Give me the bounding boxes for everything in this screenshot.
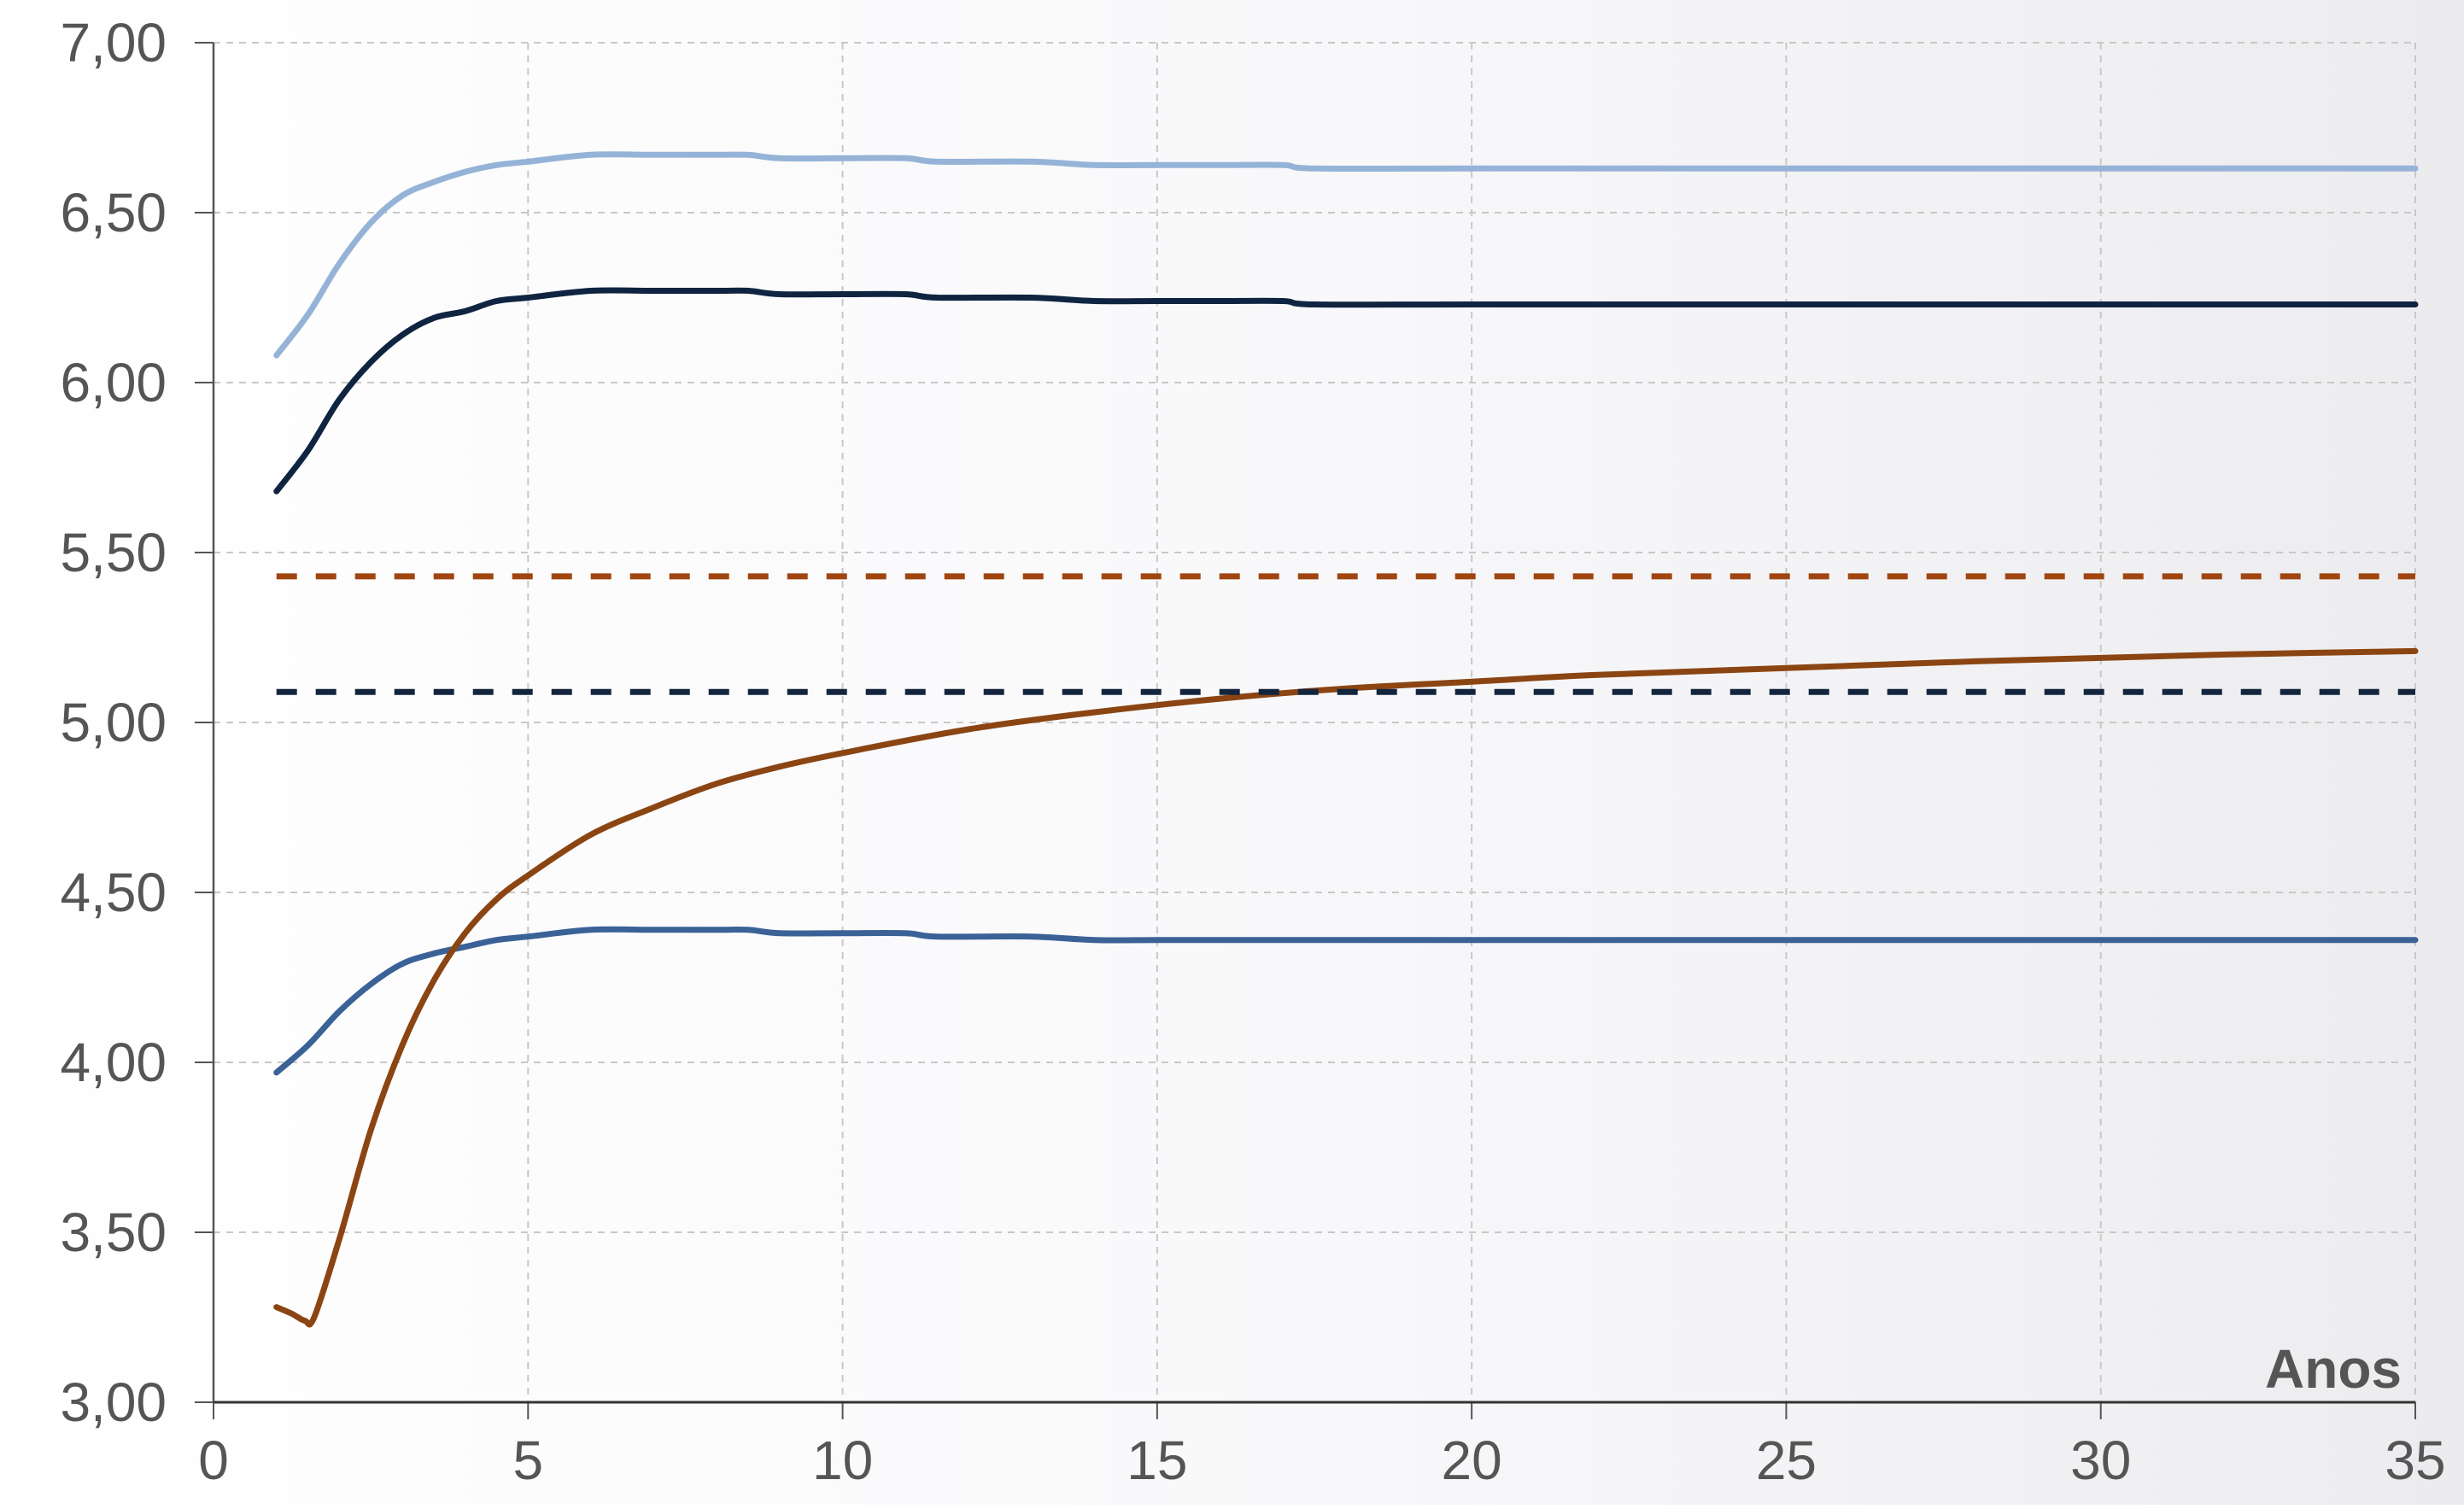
series-layer bbox=[273, 151, 2419, 1328]
x-tick-label: 20 bbox=[1442, 1430, 1502, 1491]
series-line-1 bbox=[273, 151, 2419, 359]
y-tick-label: 6,50 bbox=[60, 182, 167, 243]
series-line-3 bbox=[273, 926, 2419, 1076]
x-tick-label: 10 bbox=[812, 1430, 873, 1491]
x-tick-label: 30 bbox=[2070, 1430, 2131, 1491]
x-tick-label: 0 bbox=[198, 1430, 229, 1491]
grid-layer bbox=[214, 42, 2416, 1402]
axis-layer bbox=[195, 42, 2416, 1419]
x-tick-label: 25 bbox=[1756, 1430, 1817, 1491]
series-line-2 bbox=[273, 287, 2419, 494]
y-tick-label: 3,00 bbox=[60, 1372, 167, 1433]
x-tick-label: 15 bbox=[1127, 1430, 1187, 1491]
y-tick-label: 7,00 bbox=[60, 12, 167, 73]
y-tick-label: 3,50 bbox=[60, 1202, 167, 1263]
x-tick-label: 5 bbox=[512, 1430, 543, 1491]
series-line-4 bbox=[273, 647, 2419, 1328]
y-tick-label: 4,00 bbox=[60, 1032, 167, 1093]
y-tick-label: 5,00 bbox=[60, 692, 167, 753]
x-axis-title: Anos bbox=[2265, 1338, 2402, 1400]
y-tick-label: 4,50 bbox=[60, 862, 167, 923]
x-tick-label: 35 bbox=[2385, 1430, 2445, 1491]
y-tick-label: 6,00 bbox=[60, 352, 167, 413]
y-tick-label: 5,50 bbox=[60, 522, 167, 583]
label-layer: Anos 3,00 3,50 4,00 4,50 5,00 5,50 6,00 6,50 7,0… bbox=[60, 12, 2445, 1491]
